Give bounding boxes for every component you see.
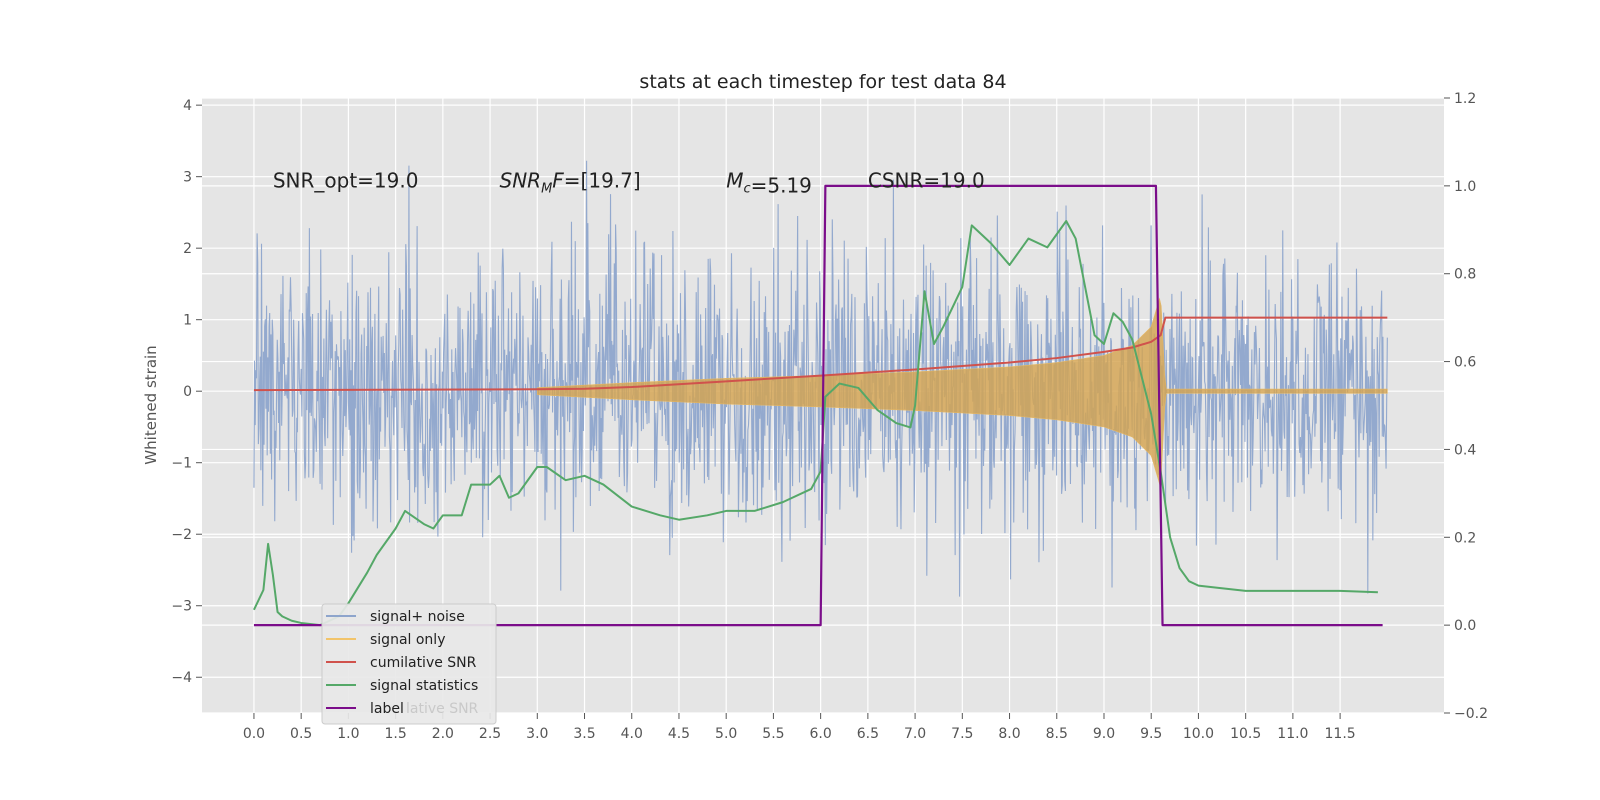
y2-tick-label: 1.0: [1454, 179, 1476, 195]
y2-tick-label: 0.6: [1454, 355, 1476, 371]
chirp-mass-annotation: Mc=5.19: [726, 168, 812, 197]
csnr-annotation: CSNR=19.0: [868, 168, 985, 192]
x-tick-label: 3.5: [573, 726, 595, 742]
x-tick-label: 5.0: [715, 726, 737, 742]
legend-box: [321, 603, 497, 725]
x-tick-label: 2.5: [479, 726, 501, 742]
y-tick-label: −1: [171, 456, 192, 472]
y2-tick-label: 1.2: [1454, 91, 1476, 107]
y-tick-label: 4: [183, 98, 192, 114]
series-layer: [253, 160, 1388, 627]
y2-tick-label: 0.4: [1454, 442, 1476, 458]
y-tick-label: 0: [183, 384, 192, 400]
y2-tick-label: 0.0: [1454, 618, 1476, 634]
legend-label: signal+ noise: [370, 609, 465, 625]
x-tick-label: 4.5: [668, 726, 690, 742]
legend-label: label: [370, 701, 404, 717]
x-tick-label: 10.5: [1230, 726, 1261, 742]
x-tick-label: 10.0: [1183, 726, 1214, 742]
y-tick-label: 3: [183, 170, 192, 186]
y-tick-label: −4: [171, 670, 192, 686]
x-tick-label: 9.0: [1093, 726, 1115, 742]
x-tick-label: 1.5: [384, 726, 406, 742]
legend: lative SNR signal+ noise signal only cumila…: [321, 603, 497, 725]
y2-tick-label: 0.2: [1454, 530, 1476, 546]
legend-ghost-text: lative SNR: [406, 701, 479, 717]
snr-mf-annotation: SNRMF=[19.7]: [500, 168, 641, 196]
x-tick-label: 0.5: [290, 726, 312, 742]
chart-title: stats at each timestep for test data 84: [639, 71, 1006, 93]
x-tick-label: 4.0: [621, 726, 643, 742]
y-tick-label: 2: [183, 241, 192, 257]
axes: −4 −3 −2 −1 0 1 2 3 4 −0.2 0.0 0.2 0.4 0.6 0.8 1.0 1.2 0.…: [171, 91, 1488, 742]
x-tick-label: 11.0: [1277, 726, 1308, 742]
legend-label: cumilative SNR: [370, 655, 477, 671]
y-tick-label: 1: [183, 313, 192, 329]
y-tick-label: −3: [171, 599, 192, 615]
y2-tick-label: −0.2: [1454, 706, 1488, 722]
x-tick-label: 6.0: [810, 726, 832, 742]
x-tick-label: 11.5: [1325, 726, 1356, 742]
x-tick-label: 3.0: [526, 726, 548, 742]
label-line: [253, 184, 1383, 627]
x-tick-label: 9.5: [1140, 726, 1162, 742]
legend-label: signal statistics: [370, 678, 478, 694]
x-tick-label: 2.0: [432, 726, 454, 742]
x-tick-label: 7.0: [904, 726, 926, 742]
x-tick-label: 7.5: [951, 726, 973, 742]
x-tick-label: 0.0: [243, 726, 265, 742]
signal-statistics-line: [253, 220, 1378, 627]
y-tick-label: −2: [171, 527, 192, 543]
x-tick-label: 1.0: [337, 726, 359, 742]
legend-label: signal only: [370, 632, 445, 648]
snr-opt-annotation: SNR_opt=19.0: [273, 168, 419, 192]
x-tick-label: 8.5: [1046, 726, 1068, 742]
annotations: SNR_opt=19.0 SNRMF=[19.7] Mc=5.19 CSNR=19.0: [273, 168, 985, 197]
x-tick-label: 6.5: [857, 726, 879, 742]
signal-noise-line: [253, 160, 1388, 597]
x-tick-label: 8.0: [998, 726, 1020, 742]
y-axis-label: Whitened strain: [142, 345, 160, 464]
x-tick-label: 5.5: [762, 726, 784, 742]
y2-tick-label: 0.8: [1454, 267, 1476, 283]
